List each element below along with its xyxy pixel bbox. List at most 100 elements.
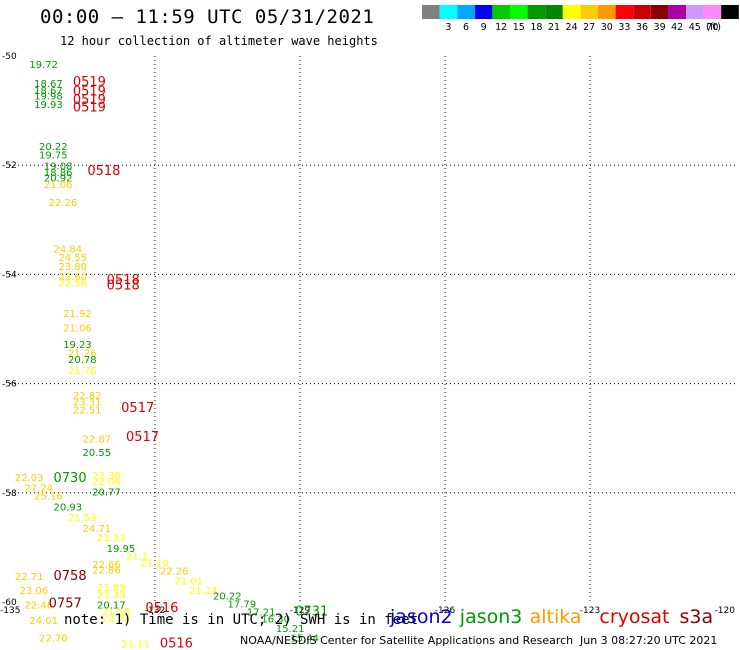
legend-swatch-label: 27	[583, 22, 595, 33]
pass-time-label: 0517	[121, 401, 154, 416]
legend-swatch	[439, 5, 458, 19]
legend-swatch-label: 30	[601, 22, 613, 33]
legend-swatch	[457, 5, 475, 19]
wave-height-label: 24.01	[29, 616, 58, 627]
wave-height-label: 22.71	[15, 572, 44, 583]
wave-height-label: 22.51	[73, 406, 102, 417]
wave-height-label: 18.67	[34, 86, 63, 97]
wave-height-label: 22.03	[15, 473, 44, 484]
footer-note: note: 1) Time is in UTC; 2) SWH is in fe…	[64, 612, 419, 628]
pass-time-label: 0731	[295, 605, 328, 620]
legend-swatch-label: 18	[530, 22, 542, 33]
pass-time-label: 0518	[87, 164, 120, 179]
pass-time-label: 0730	[54, 471, 87, 486]
pass-time-label: 0758	[54, 569, 87, 584]
y-tick-label: -50	[2, 52, 17, 62]
wave-height-label: 23.31	[73, 397, 102, 408]
wave-height-label: 24.84	[54, 245, 83, 256]
legend-swatch	[527, 5, 546, 19]
x-tick-label: -123	[580, 606, 600, 616]
wave-height-label: 22.82	[73, 391, 102, 402]
legend-swatch-label: 21	[548, 22, 560, 33]
x-tick-label: -120	[715, 606, 736, 616]
legend-swatch-label: 3	[445, 22, 451, 33]
generated-timestamp: Jun 3 08:27:20 UTC 2021	[580, 634, 718, 647]
wave-height-label: 21.10	[141, 559, 170, 570]
chart-subtitle: 12 hour collection of altimeter wave hei…	[60, 34, 378, 48]
wave-height-label: 21.11	[121, 639, 150, 650]
y-tick-label: -58	[2, 489, 17, 499]
legend-swatch	[580, 5, 598, 19]
legend-swatch-label: 12	[495, 22, 507, 33]
wave-height-label: 20.78	[68, 355, 97, 366]
wave-height-label: 19.98	[34, 92, 63, 103]
wave-height-label: 18.67	[34, 79, 63, 90]
wave-height-label: 20.92	[44, 174, 73, 185]
wave-height-label: 20.17	[97, 601, 126, 612]
data-points: 19.7218.6718.6719.9819.93051905190519051…	[15, 60, 328, 650]
legend-swatch	[633, 5, 651, 19]
wave-height-label: 22.70	[39, 633, 68, 644]
wave-height-label: 21.92	[63, 309, 92, 320]
legend-swatch-label: 9	[481, 22, 487, 33]
wave-height-label: 20.22	[39, 142, 68, 153]
wave-height-label: 27.24	[25, 484, 54, 495]
wave-height-label: 19.95	[107, 544, 136, 555]
legend-swatch	[650, 5, 669, 19]
wave-height-label: 19.72	[29, 60, 58, 71]
pass-time-label: 0518	[107, 279, 140, 294]
pass-time-label: 0518	[107, 273, 140, 288]
legend-swatch	[598, 5, 616, 19]
credit-line: NOAA/NESDIS Center for Satellite Applica…	[240, 634, 574, 647]
wave-height-label: 21.06	[63, 324, 92, 335]
pass-time-label: 0519	[73, 75, 106, 90]
wave-height-label: 22.56	[58, 278, 87, 289]
wave-height-label: 20.93	[54, 502, 83, 513]
wave-height-label: 23.33	[97, 533, 126, 544]
wave-height-label: 21.33	[97, 591, 126, 602]
pass-time-label: 0519	[73, 93, 106, 108]
wave-height-label: 23.06	[20, 586, 49, 597]
wave-height-label: 21.1	[126, 551, 148, 562]
wave-height-label: 21.06	[44, 180, 73, 191]
y-tick-label: -56	[2, 380, 17, 390]
legend-swatch	[474, 5, 493, 19]
x-tick-label: -135	[0, 606, 20, 616]
wave-height-label: 22.60	[58, 272, 87, 283]
wave-height-label: 22.46	[25, 601, 54, 612]
chart-title: 00:00 – 11:59 UTC 05/31/2021	[40, 6, 375, 28]
chart-grid	[10, 56, 735, 602]
legend-swatch-label: 33	[618, 22, 630, 33]
wave-height-label: 22.87	[83, 435, 112, 446]
wave-height-label: 22.86	[92, 566, 121, 577]
legend-swatch-label: 6	[463, 22, 469, 33]
legend-swatch	[492, 5, 510, 19]
pass-time-label: 0519	[73, 84, 106, 99]
x-tick-label: -129	[290, 606, 311, 616]
wave-height-label: 20.77	[92, 488, 121, 499]
pass-time-label: 0516	[160, 636, 193, 650]
wave-height-label: 22.26	[160, 567, 189, 578]
wave-height-label: 21.53	[68, 513, 97, 524]
wave-height-label: 24.71	[83, 524, 112, 535]
legend-swatch	[510, 5, 528, 19]
wave-height-label: 24.55	[58, 253, 87, 264]
wave-height-label: 20.22	[213, 591, 242, 602]
wave-height-label: 22.06	[92, 477, 121, 488]
legend-swatch-label: 70	[706, 22, 718, 33]
legend-swatch	[703, 5, 722, 19]
mission-name-cryosat: cryosat	[599, 606, 670, 628]
wave-height-label: 22.26	[49, 198, 78, 209]
pass-time-label: 0517	[126, 430, 159, 445]
wave-height-label: 21.58	[102, 608, 131, 619]
wave-height-label: 19.08	[44, 162, 73, 173]
wave-height-label: 23.38	[92, 471, 121, 482]
legend-swatch	[422, 5, 440, 19]
x-tick-label: -126	[435, 606, 456, 616]
legend-swatch-label: 45	[689, 22, 701, 33]
wave-height-label: 15.44	[290, 633, 319, 644]
color-legend: 3 6 9 12 15 18 21 24 27 30 33 36 39 42 45 70	[422, 5, 739, 33]
legend-swatch	[686, 5, 704, 19]
y-tick-label: -60	[2, 598, 17, 608]
